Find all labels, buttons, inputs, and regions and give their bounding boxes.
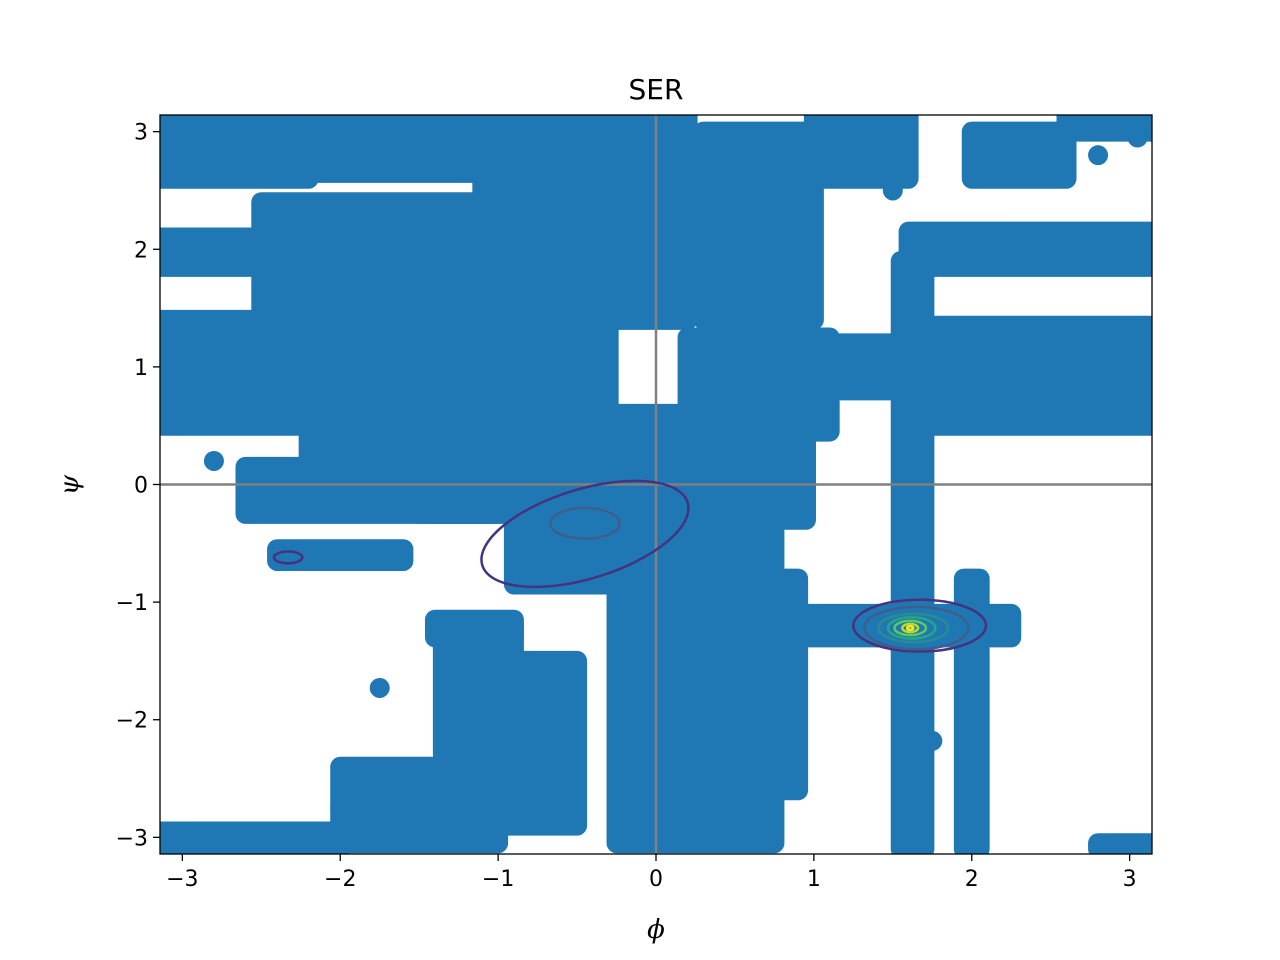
scatter-region-13 [488,650,588,836]
density-contour-7 [893,619,928,637]
scatter-point-4 [1127,127,1148,148]
scatter-point-8 [203,450,224,471]
plot-area [160,115,1152,854]
scatter-point-3 [1088,145,1109,166]
scatter-region-30 [330,756,509,854]
scatter-point-2 [330,797,351,818]
x-tick-label: −2 [324,867,356,892]
scatter-region-31 [1088,833,1152,854]
scatter-point-5 [1056,127,1077,148]
scatter-region-5 [472,115,698,330]
x-tick-label: 0 [649,867,663,892]
scatter-region-22 [898,315,1152,436]
chart-title: SER [629,73,684,106]
x-tick-label: 2 [965,867,979,892]
scatter-point-7 [732,445,753,466]
scatter-region-3 [298,115,509,183]
density-contour-2 [272,550,304,565]
scatter-point-9 [677,527,698,548]
density-contour-9 [905,624,915,632]
density-contour-1 [548,506,621,540]
scatter-point-11 [456,239,477,260]
scatter-point-10 [361,298,382,319]
density-contour-6 [886,616,937,640]
scatter-region-21 [803,333,919,401]
y-tick-label: 2 [134,238,148,263]
y-tick-label: −3 [116,826,148,851]
scatter-point-0 [369,677,390,698]
scatter-region-8 [267,539,414,571]
y-tick-label: −1 [116,591,148,616]
scatter-region-18 [724,568,809,801]
scatter-region-17 [693,121,824,330]
scatter-region-4 [251,192,509,336]
y-tick-label: 0 [134,474,148,499]
scatter-point-1 [922,730,943,751]
density-contour-5 [877,612,950,644]
x-tick-label: −3 [166,867,198,892]
y-tick-label: 3 [134,121,148,146]
scatter-region-26 [803,115,919,189]
scatter-region-16 [677,327,840,442]
scatter-point-6 [882,180,903,201]
y-axis-label: ψ [55,474,85,495]
x-tick-label: −1 [482,867,514,892]
axes: −3 −2 −1 0 1 2 3 −3 −2 −1 0 1 2 3 [116,121,1137,892]
density-contour-4 [863,605,970,651]
density-contour-0 [480,479,690,589]
scatter-region-24 [953,568,990,854]
density-contour-3 [852,598,988,653]
scatter-region-29 [160,821,351,854]
density-contour-8 [901,622,920,634]
x-tick-label: 1 [807,867,821,892]
scatter-region-23 [890,251,935,854]
scatter-region-2 [160,115,319,189]
y-tick-label: 1 [134,356,148,381]
scatter-region-19 [756,603,888,648]
y-tick-label: −2 [116,709,148,734]
scatter-region-27 [961,121,1077,189]
x-tick-label: 3 [1123,867,1137,892]
x-axis-label: ϕ [647,915,665,945]
scatter-region-25 [898,221,1152,277]
